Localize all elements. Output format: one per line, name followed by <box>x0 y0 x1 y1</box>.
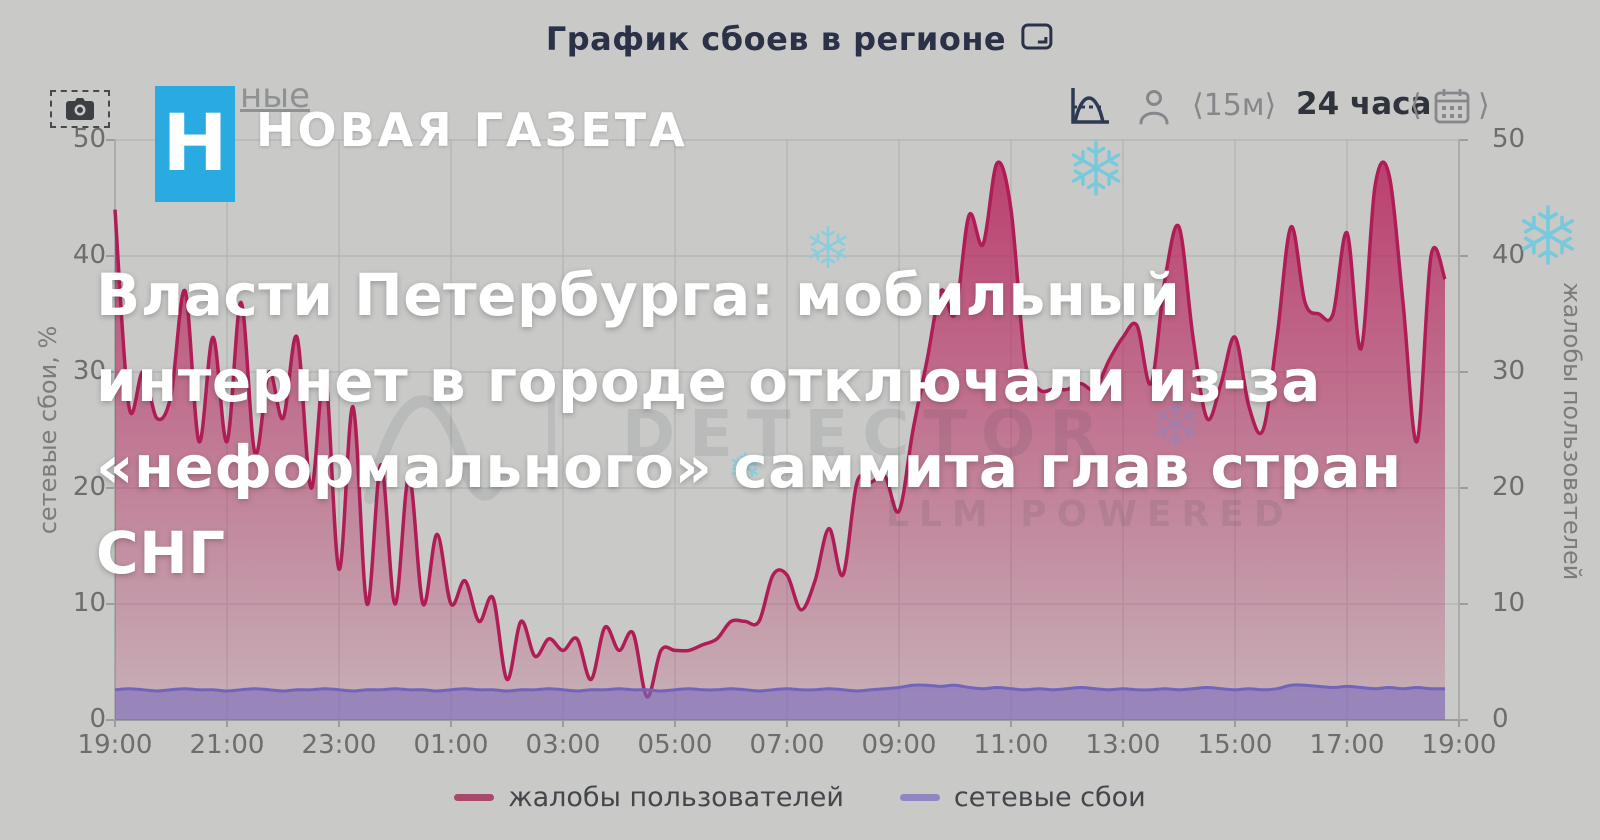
legend-label: жалобы пользователей <box>508 782 844 813</box>
calendar-next-button[interactable]: ⟩ <box>1478 88 1490 123</box>
brand-name: НОВАЯ ГАЗЕТА <box>256 103 688 157</box>
y-axis-title-left: сетевые сбои, % <box>34 325 62 535</box>
x-tick: 19:00 <box>1421 730 1497 760</box>
screenshot-camera-button[interactable] <box>50 90 110 128</box>
headline-line: интернет в городе отключали из-за <box>96 347 1321 415</box>
legend-swatch-network <box>899 794 940 801</box>
x-tick: 17:00 <box>1309 730 1385 760</box>
brand-logo-letter: Н <box>162 99 228 189</box>
y-tick-left: 20 <box>72 472 106 502</box>
monitor-icon <box>1020 22 1054 56</box>
x-tick: 15:00 <box>1197 730 1273 760</box>
x-tick: 07:00 <box>749 730 825 760</box>
headline-line: Власти Петербурга: мобильный <box>96 261 1181 329</box>
camera-icon <box>66 98 94 120</box>
y-tick-right: 50 <box>1492 124 1526 154</box>
legend-item-network[interactable]: сетевые сбои <box>899 782 1146 813</box>
y-tick-right: 40 <box>1492 240 1526 270</box>
person-icon[interactable] <box>1136 88 1172 130</box>
y-axis-title-right: жалобы пользователей <box>1558 282 1586 581</box>
distribution-curve-icon[interactable] <box>1066 84 1114 132</box>
x-tick: 23:00 <box>301 730 377 760</box>
y-tick-right: 0 <box>1492 704 1509 734</box>
y-tick-right: 10 <box>1492 588 1526 618</box>
x-tick: 05:00 <box>637 730 713 760</box>
interval-selector[interactable]: ⟨15м⟩ <box>1192 88 1277 123</box>
calendar-icon[interactable] <box>1432 86 1472 130</box>
y-tick-right: 30 <box>1492 356 1526 386</box>
chart-title: График сбоев в регионе <box>545 20 1007 58</box>
calendar-prev-button[interactable]: ⟨ <box>1410 88 1422 123</box>
legend-swatch-complaints <box>454 794 495 801</box>
y-tick-left: 10 <box>72 588 106 618</box>
headline-line: «неформального» саммита глав стран <box>96 433 1402 501</box>
partial-link-text[interactable]: ные <box>240 76 310 116</box>
headline-line: СНГ <box>96 519 226 587</box>
x-tick: 19:00 <box>77 730 153 760</box>
y-tick-left: 30 <box>72 356 106 386</box>
y-tick-left: 0 <box>89 704 106 734</box>
chart-legend: жалобы пользователей сетевые сбои <box>0 782 1600 813</box>
y-tick-left: 40 <box>72 240 106 270</box>
x-tick: 13:00 <box>1085 730 1161 760</box>
x-tick: 09:00 <box>861 730 937 760</box>
time-range-label[interactable]: 24 часа <box>1296 86 1432 122</box>
y-tick-left: 50 <box>72 124 106 154</box>
x-tick: 21:00 <box>189 730 265 760</box>
x-tick: 03:00 <box>525 730 601 760</box>
y-tick-right: 20 <box>1492 472 1526 502</box>
legend-item-complaints[interactable]: жалобы пользователей <box>454 782 844 813</box>
chart-title-bar: График сбоев в регионе <box>546 20 1054 58</box>
x-tick: 11:00 <box>973 730 1049 760</box>
news-headline: Власти Петербурга: мобильный интернет в … <box>96 252 1402 596</box>
legend-label: сетевые сбои <box>953 782 1146 813</box>
x-tick: 01:00 <box>413 730 489 760</box>
brand-logo: Н <box>155 86 235 202</box>
